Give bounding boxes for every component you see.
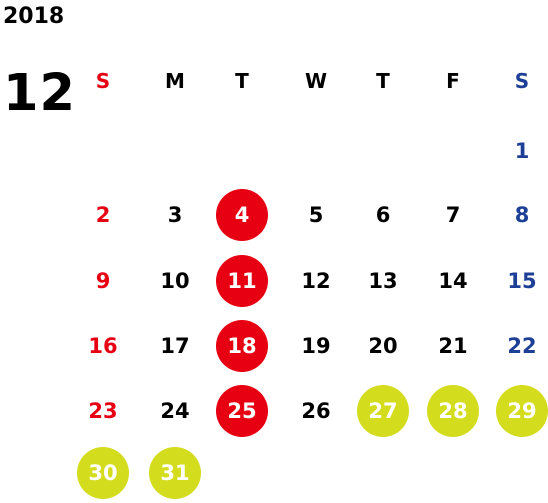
day-cell-18: 18 [216, 320, 268, 372]
day-cell-8: 8 [514, 203, 530, 227]
day-cell-25: 25 [216, 385, 268, 437]
day-cell-17: 17 [160, 334, 190, 358]
month-number: 12 [3, 64, 76, 123]
day-cell-6: 6 [375, 203, 391, 227]
day-cell-30: 30 [77, 447, 129, 499]
weekday-wednesday: W [304, 69, 328, 93]
day-cell-11: 11 [216, 255, 268, 307]
day-cell-7: 7 [445, 203, 461, 227]
weekday-thursday: T [376, 69, 390, 93]
day-cell-13: 13 [368, 269, 398, 293]
weekday-monday: M [165, 69, 185, 93]
day-cell-5: 5 [308, 203, 324, 227]
day-cell-4: 4 [216, 189, 268, 241]
weekday-sunday: S [95, 69, 111, 93]
day-cell-26: 26 [301, 399, 331, 423]
day-cell-28: 28 [427, 385, 479, 437]
day-cell-9: 9 [95, 269, 111, 293]
day-cell-10: 10 [160, 269, 190, 293]
day-cell-21: 21 [438, 334, 468, 358]
day-cell-27: 27 [357, 385, 409, 437]
day-cell-15: 15 [507, 269, 537, 293]
day-cell-29: 29 [496, 385, 548, 437]
weekday-friday: F [446, 69, 460, 93]
year-label: 2018 [3, 4, 65, 29]
day-cell-20: 20 [368, 334, 398, 358]
day-cell-14: 14 [438, 269, 468, 293]
day-cell-24: 24 [160, 399, 190, 423]
weekday-saturday: S [514, 69, 530, 93]
day-cell-1: 1 [514, 139, 530, 163]
day-cell-12: 12 [301, 269, 331, 293]
day-cell-22: 22 [507, 334, 537, 358]
day-cell-2: 2 [95, 203, 111, 227]
day-cell-16: 16 [88, 334, 118, 358]
weekday-tuesday: T [235, 69, 249, 93]
day-cell-19: 19 [301, 334, 331, 358]
day-cell-31: 31 [149, 447, 201, 499]
day-cell-3: 3 [167, 203, 183, 227]
day-cell-23: 23 [88, 399, 118, 423]
